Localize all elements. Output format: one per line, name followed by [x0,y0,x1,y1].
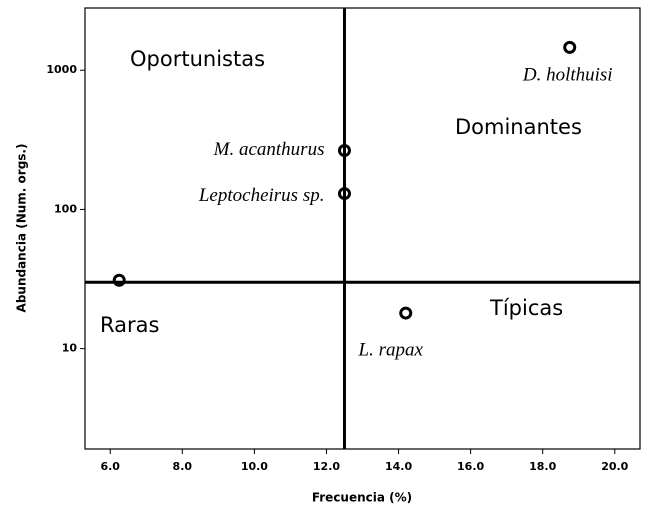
point [563,40,577,54]
quadrant-label: Típicas [489,296,563,320]
y-tick-label: 1000 [46,63,77,76]
quadrant-label: Oportunistas [130,47,265,71]
point-label: L. rapax [358,339,424,360]
point [112,273,126,287]
x-tick-label: 14.0 [385,460,412,473]
x-tick-label: 16.0 [457,460,484,473]
x-axis-label: Frecuencia (%) [312,491,412,505]
point [399,306,413,320]
point [337,144,351,158]
plot-frame [84,7,641,450]
quadrant-label: Dominantes [455,115,582,139]
point-label: D. holthuisi [522,65,613,86]
x-tick-label: 20.0 [601,460,628,473]
point-label: M. acanthurus [213,139,325,160]
x-tick-label: 8.0 [173,460,193,473]
quadrant-label: Raras [100,313,159,337]
y-tick-label: 10 [62,342,78,355]
x-tick-label: 10.0 [241,460,268,473]
x-tick-label: 18.0 [529,460,556,473]
y-axis-label: Abundancia (Num. orgs.) [15,144,29,313]
y-tick-label: 100 [54,202,77,215]
x-tick-label: 12.0 [313,460,340,473]
point [337,187,351,201]
x-tick-label: 6.0 [100,460,120,473]
point-label: Leptocheirus sp. [198,185,325,206]
